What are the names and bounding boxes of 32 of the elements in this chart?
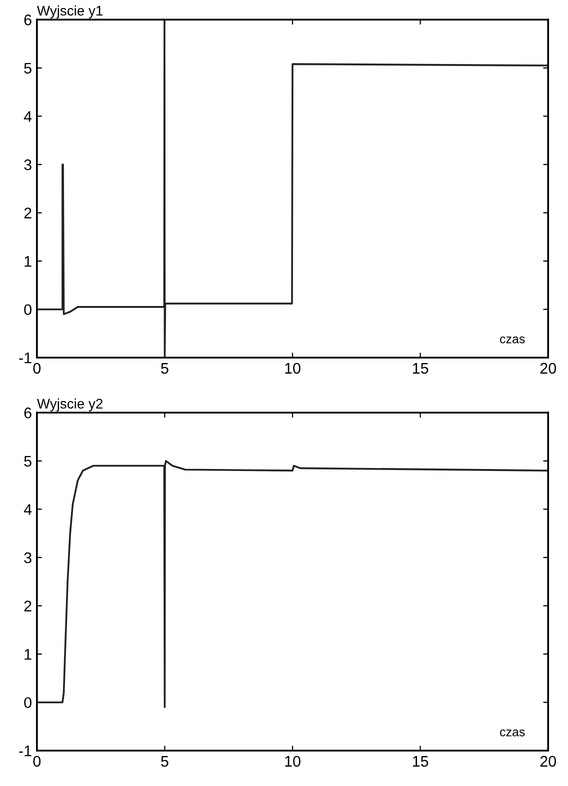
y-tick-label: 3 bbox=[24, 159, 32, 170]
x-axis-title: czas bbox=[500, 336, 525, 344]
y-tick-label: 2 bbox=[24, 600, 32, 612]
line-series bbox=[36, 20, 548, 358]
y-tick-label: 1 bbox=[24, 256, 32, 267]
x-tick-label: 0 bbox=[33, 362, 41, 374]
y-tick-label: 2 bbox=[24, 208, 32, 218]
x-tick-label: 5 bbox=[161, 363, 168, 374]
x-axis-title: czas bbox=[500, 729, 525, 736]
chart-title: Wyjscie y1 bbox=[36, 5, 102, 18]
x-tick-label: 15 bbox=[412, 363, 428, 374]
y-tick-label: 5 bbox=[24, 62, 32, 74]
y-tick-label: 0 bbox=[24, 697, 32, 708]
x-tick-label: 20 bbox=[540, 362, 556, 374]
y-tick-label: 6 bbox=[24, 408, 32, 418]
x-tick-label: 10 bbox=[285, 756, 300, 767]
y-tick-label: 6 bbox=[24, 14, 32, 26]
x-tick-label: 5 bbox=[161, 756, 168, 767]
y-tick-label: 1 bbox=[24, 649, 32, 660]
x-tick-label: 0 bbox=[33, 756, 41, 767]
y-tick-label: 5 bbox=[24, 456, 32, 467]
line-series bbox=[36, 460, 548, 708]
x-tick-label: 20 bbox=[540, 756, 556, 767]
y-tick-label: 4 bbox=[24, 504, 32, 515]
y-tick-label: 3 bbox=[24, 552, 32, 564]
chart-title: Wyjscie y2 bbox=[36, 398, 102, 412]
y-tick-label: -1 bbox=[19, 352, 32, 364]
x-tick-label: 10 bbox=[285, 362, 300, 374]
y-tick-label: 4 bbox=[24, 111, 32, 122]
x-tick-label: 15 bbox=[412, 756, 428, 767]
y-tick-label: 0 bbox=[24, 304, 32, 316]
y-tick-label: -1 bbox=[19, 746, 32, 756]
